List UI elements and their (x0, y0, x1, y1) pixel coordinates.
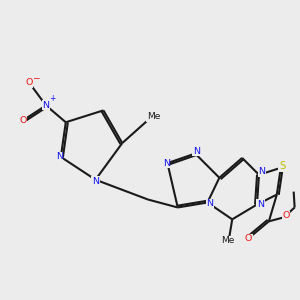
Text: N: N (193, 147, 200, 156)
Text: N: N (257, 200, 264, 209)
Text: N: N (56, 152, 63, 161)
Text: O: O (245, 234, 252, 243)
Text: S: S (279, 161, 286, 171)
Text: N: N (92, 177, 99, 186)
Text: O: O (282, 212, 290, 220)
Text: Me: Me (147, 112, 160, 121)
Text: +: + (49, 94, 56, 103)
Text: N: N (43, 101, 50, 110)
Text: N: N (259, 167, 266, 176)
Text: N: N (206, 200, 213, 208)
Text: Me: Me (221, 236, 235, 245)
Text: O: O (20, 116, 27, 125)
Text: O: O (26, 78, 33, 87)
Text: −: − (32, 73, 39, 82)
Text: N: N (163, 159, 170, 168)
